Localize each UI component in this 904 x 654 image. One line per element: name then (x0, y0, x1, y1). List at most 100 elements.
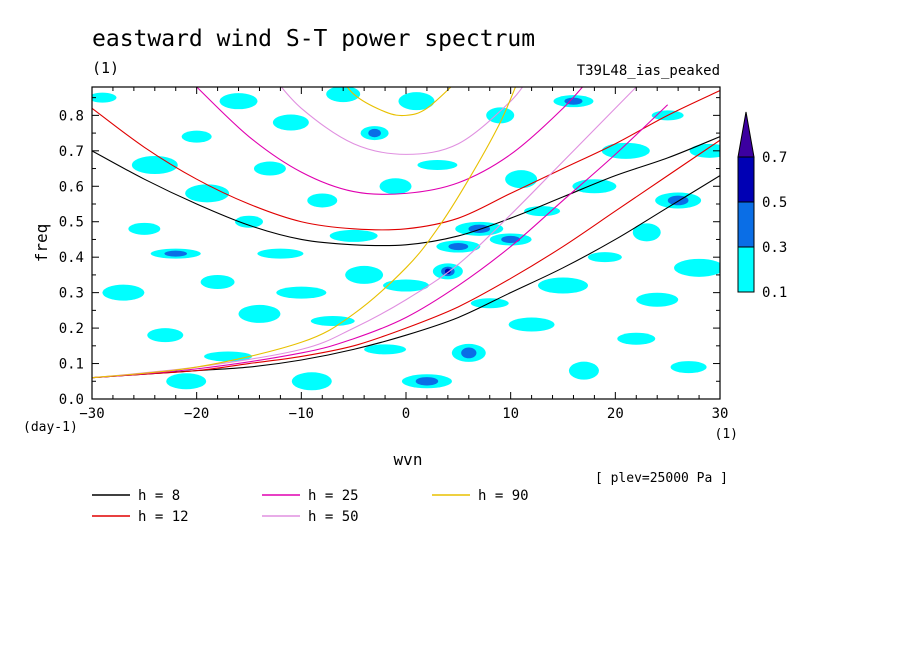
y-tick-label: 0.1 (59, 357, 84, 373)
legend-label: h = 25 (308, 488, 359, 504)
contour-blob-core (164, 250, 187, 257)
colorbar-label: 0.1 (762, 285, 787, 301)
contour-blob-core (448, 242, 469, 251)
y-tick-label: 0.8 (59, 108, 84, 124)
contour-blob (92, 92, 117, 103)
legend: h = 8 h = 12 h = 25 h = 50 h = 90 (92, 488, 529, 525)
contour-blob (200, 275, 235, 289)
contour-blob-core (415, 377, 439, 386)
contour-blob (147, 328, 184, 343)
y-tick-label: 0.2 (59, 321, 84, 337)
legend-label: h = 50 (308, 509, 359, 525)
contour-blob (166, 373, 207, 390)
contour-blob (235, 215, 263, 228)
y-axis: 0.0 0.1 0.2 0.3 0.4 0.5 0.6 0.7 0.8 (59, 97, 720, 408)
contour-blob (185, 184, 230, 203)
contour-blob (636, 292, 679, 307)
contour-blob (383, 279, 429, 292)
contour-blob (276, 286, 327, 299)
contour-blob (310, 316, 355, 326)
y-tick-label: 0.4 (59, 250, 84, 266)
contour-blob (505, 170, 538, 189)
curve-rossby (92, 104, 669, 379)
colorbar-label: 0.7 (762, 150, 787, 166)
curve-rossby (92, 87, 638, 379)
contour-blob (617, 332, 656, 345)
colorbar-extension-arrow (737, 111, 755, 158)
legend-label: h = 12 (138, 509, 189, 525)
contour-blob (674, 258, 720, 277)
x-tick-label: −10 (289, 406, 314, 422)
curve-inertia-gravity (92, 90, 720, 231)
y-tick-label: 0.6 (59, 179, 84, 195)
contour-blob (128, 222, 161, 235)
legend-label: h = 8 (138, 488, 180, 504)
contour-blob (291, 372, 332, 391)
curve-inertia-gravity (346, 87, 452, 117)
contour-blob (326, 87, 361, 103)
contour-fills (92, 87, 720, 391)
curve-rossby (92, 87, 517, 379)
contour-blob (508, 317, 555, 332)
contour-blob (486, 107, 515, 124)
contour-blob (181, 130, 212, 143)
contour-blob (398, 92, 435, 111)
contour-blob (689, 143, 720, 158)
y-tick-label: 0.5 (59, 215, 84, 231)
contour-blob (329, 229, 378, 242)
x-tick-label: 0 (402, 406, 410, 422)
contour-blob (568, 361, 599, 380)
curve-rossby (92, 175, 720, 379)
dispersion-curves (92, 87, 720, 379)
curve-inertia-gravity (196, 87, 584, 195)
contour-blob (632, 223, 661, 242)
x-axis: −30 −20 −10 0 10 20 30 (79, 87, 728, 422)
x-axis-unit: (1) (715, 427, 738, 442)
y-axis-unit: (day-1) (23, 420, 78, 435)
colorbar-segment (737, 156, 755, 203)
contour-blob (272, 114, 309, 131)
x-tick-label: −30 (79, 406, 104, 422)
chart-subtitle: (1) (92, 59, 119, 77)
x-axis-label: wvn (394, 450, 423, 469)
contour-blob-core (501, 235, 521, 244)
colorbar: 0.1 0.3 0.5 0.7 (737, 111, 787, 301)
contour-blob (345, 265, 384, 284)
x-tick-label: 10 (502, 406, 519, 422)
contour-blob (253, 161, 286, 176)
y-axis-label: freq (32, 224, 51, 263)
curve-rossby (92, 139, 720, 379)
colorbar-segment (737, 201, 755, 248)
contour-blob (238, 304, 281, 323)
x-tick-label: 30 (712, 406, 729, 422)
curve-inertia-gravity (92, 136, 720, 247)
contour-blob (587, 252, 622, 263)
contour-blob-core (461, 347, 477, 359)
run-label: T39L48_ias_peaked (577, 63, 720, 79)
contour-blob (364, 344, 407, 355)
x-tick-label: −20 (184, 406, 209, 422)
colorbar-label: 0.5 (762, 195, 787, 211)
y-tick-label: 0.0 (59, 392, 84, 408)
contour-blob (257, 248, 304, 259)
contour-blob (417, 160, 458, 170)
level-note: [ plev=25000 Pa ] (595, 471, 728, 486)
contour-blob (307, 193, 338, 208)
y-tick-label: 0.3 (59, 286, 84, 302)
colorbar-segment (737, 246, 755, 293)
y-tick-label: 0.7 (59, 144, 84, 160)
colorbar-label: 0.3 (762, 240, 787, 256)
contour-blob (670, 361, 707, 374)
contour-blob (131, 156, 178, 174)
contour-blob (379, 178, 412, 195)
contour-blob (102, 284, 145, 301)
curve-inertia-gravity (280, 87, 524, 155)
contour-blob (524, 206, 561, 217)
contour-blob (601, 142, 650, 159)
legend-label: h = 90 (478, 488, 529, 504)
chart-title: eastward wind S-T power spectrum (92, 26, 535, 52)
x-tick-label: 20 (607, 406, 624, 422)
contour-blob (538, 277, 588, 294)
contour-blob-core (368, 128, 381, 138)
